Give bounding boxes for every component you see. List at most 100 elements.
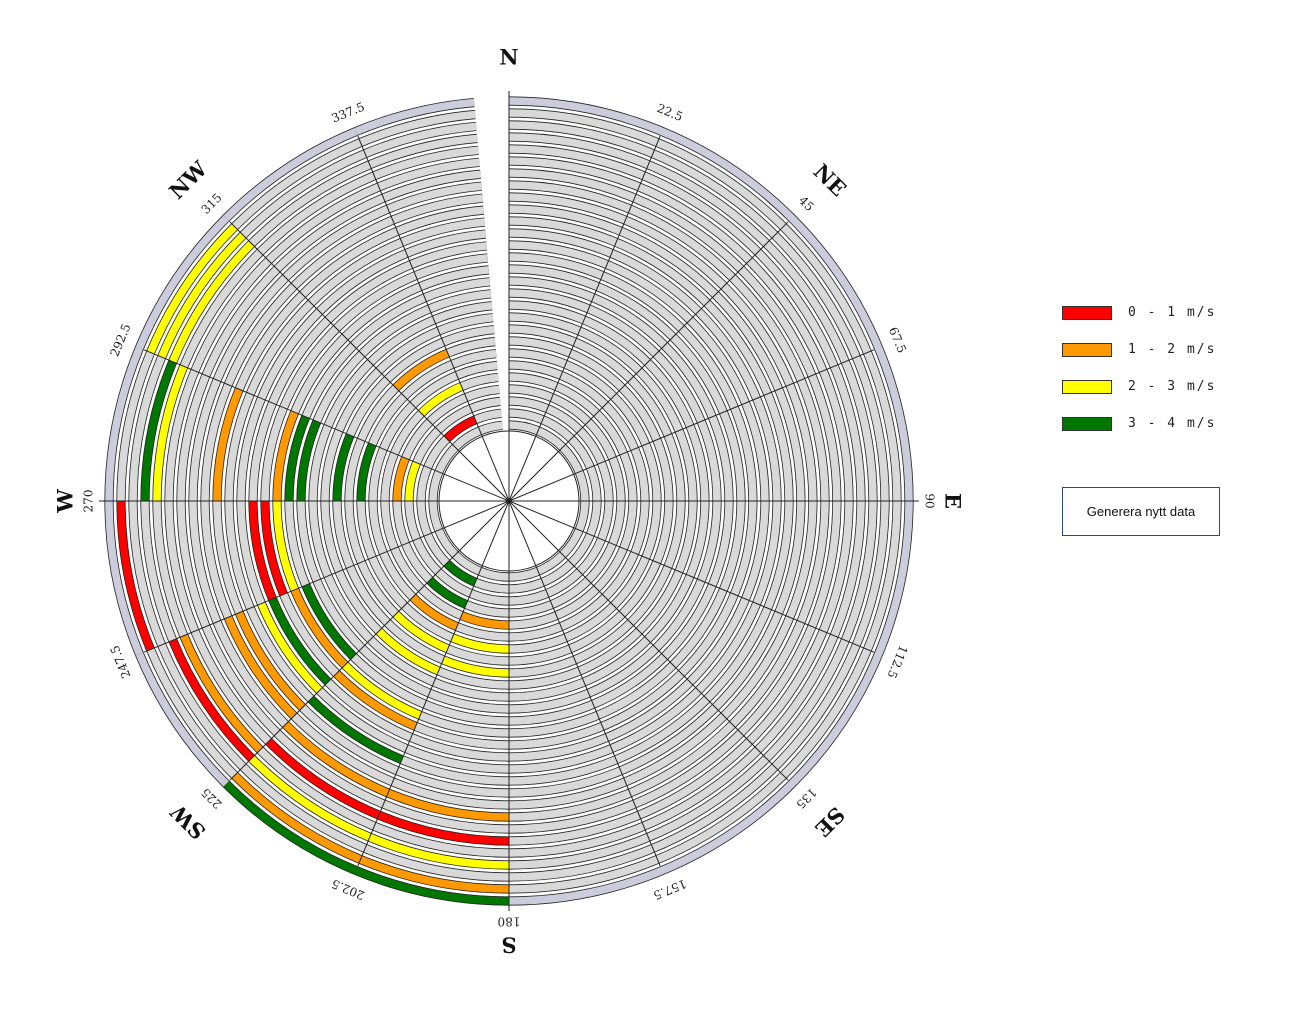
angle-label-247.5: 247.5 (107, 643, 133, 680)
ring-arc-s2-r19 (291, 713, 395, 786)
ring-arc-s8-r25 (363, 122, 477, 158)
ring-segment-s5-r18 (213, 387, 243, 502)
ring-segment-s4-r14 (261, 500, 288, 596)
ring-arc-s7-r14 (333, 272, 418, 332)
ring-segment-s5-r3 (393, 456, 410, 502)
ring-segment-s1-r8 (441, 656, 510, 677)
ring-segment-s2-r20 (282, 721, 390, 797)
ring-arc-s6-r23 (180, 249, 263, 368)
ring-arc-s2-r11 (359, 645, 431, 697)
ring-segment-s5-r12 (285, 415, 310, 502)
ring-arc-s8-r26 (359, 110, 476, 147)
ring-arc-s7-r8 (384, 338, 445, 383)
ring-arc-s3-r3 (402, 542, 433, 583)
ring-arc-s6-r2 (413, 427, 442, 465)
ring-arc-s6-r1 (424, 436, 450, 469)
wind-rose-chart: 22.5 45 67.5 90 112.5 135 157.5 180 202.5 225 247.… (53, 45, 966, 958)
ring-arc-s2-r0 (452, 551, 482, 575)
ring-segment-s2-r26 (231, 772, 362, 863)
ring-arc-s6-r21 (202, 266, 280, 377)
ring-arc-s3-r6 (368, 556, 408, 609)
ring-arc-s5-r15 (249, 401, 277, 502)
ring-arc-s1-r17 (400, 756, 510, 785)
ring-segment-s2-r17 (308, 696, 404, 764)
generate-new-data-button[interactable]: Generera nytt data (1062, 487, 1220, 536)
legend-swatch-2-3 (1062, 379, 1112, 394)
ring-arc-s4-r19 (201, 500, 232, 619)
ring-arc-s1-r10 (432, 678, 510, 701)
ring-arc-s8-r10 (432, 301, 493, 324)
ring-arc-s8-r24 (368, 134, 478, 169)
ring-arc-s5-r7 (345, 438, 365, 502)
ring-arc-s8-r16 (404, 230, 486, 257)
ring-arc-s4-r25 (129, 500, 166, 647)
ring-arc-s2-r15 (325, 679, 413, 742)
ring-arc-s6-r10 (324, 359, 374, 428)
ring-arc-s3-r9 (335, 569, 382, 634)
ring-arc-s1-r7 (446, 645, 510, 665)
ring-arc-s2-r12 (350, 653, 427, 708)
ring-segment-s2-r3 (427, 577, 468, 608)
ring-arc-s4-r1 (417, 500, 432, 537)
ring-arc-s8-r21 (382, 170, 481, 202)
ring-arc-s3-r26 (147, 648, 238, 779)
ring-arc-s5-r4 (381, 452, 398, 502)
legend-label-3-4: 3 - 4 m/s (1128, 416, 1217, 431)
angle-label-292.5: 292.5 (107, 322, 133, 359)
ring-segment-s5-r8 (333, 433, 354, 502)
ring-arc-s8-r11 (427, 290, 492, 313)
ring-arc-s8-r13 (418, 266, 490, 291)
ring-arc-s3-r25 (158, 643, 246, 770)
ring-arc-s8-r18 (395, 206, 484, 235)
ring-segment-s2-r7 (393, 611, 450, 653)
ring-arc-s7-r26 (231, 139, 362, 230)
ring-arc-s1-r12 (423, 700, 510, 725)
ring-arc-s7-r9 (376, 327, 441, 374)
ring-arc-s4-r5 (369, 500, 387, 555)
ring-arc-s4-r7 (345, 500, 365, 564)
ring-arc-s8-r19 (391, 194, 483, 224)
ring-arc-s6-r15 (268, 317, 331, 405)
ring-arc-s5-r16 (237, 396, 265, 502)
ring-arc-s2-r6 (401, 602, 454, 642)
ring-arc-s7-r18 (299, 227, 399, 298)
ring-segment-s5-r24 (141, 360, 177, 502)
ring-arc-s3-r20 (213, 620, 289, 728)
ring-arc-s1-r18 (395, 767, 510, 797)
ring-arc-s2-r2 (435, 568, 473, 597)
ring-arc-s7-r24 (248, 161, 372, 247)
ring-segment-s1-r26 (359, 855, 510, 893)
spoke-157.5 (357, 135, 661, 867)
ring-arc-s3-r22 (191, 629, 272, 745)
ring-arc-s6-r14 (280, 325, 340, 410)
ring-segment-s3-r24 (169, 638, 255, 762)
ring-arc-s1-r25 (363, 844, 510, 881)
ring-segment-s1-r22 (377, 811, 510, 845)
compass-label-W: W (53, 489, 78, 514)
angle-label-202.5: 202.5 (330, 876, 367, 902)
ring-arc-s4-r3 (393, 500, 410, 546)
ring-segment-s5-r23 (153, 364, 188, 502)
ring-arc-s5-r20 (189, 378, 221, 502)
ring-arc-s8-r15 (409, 242, 488, 269)
ring-arc-s7-r15 (325, 260, 413, 323)
ring-segment-s7-r1 (444, 416, 477, 442)
ring-arc-s7-r27 (223, 127, 358, 221)
ring-segment-s1-r24 (368, 833, 510, 869)
angle-label-90: 90 (923, 493, 937, 508)
ring-segment-s2-r14 (333, 670, 418, 730)
ring-segment-s3-r12 (302, 583, 357, 660)
ring-arc-s1-r0 (478, 567, 510, 581)
angle-label-337.5: 337.5 (330, 99, 367, 125)
ring-arc-s5-r9 (321, 429, 343, 502)
ring-segment-s2-r24 (248, 755, 372, 841)
ring-arc-s6-r0 (435, 444, 459, 474)
ring-arc-s8-r6 (450, 349, 497, 368)
ring-arc-s8-r12 (423, 278, 491, 302)
angle-label-315: 315 (199, 191, 225, 217)
ring-arc-s6-r16 (257, 308, 323, 400)
ring-arc-s1-r9 (437, 667, 510, 689)
angle-label-157.5: 157.5 (651, 876, 688, 902)
ring-arc-s4-r23 (153, 500, 188, 638)
ring-arc-s7-r12 (350, 294, 427, 349)
